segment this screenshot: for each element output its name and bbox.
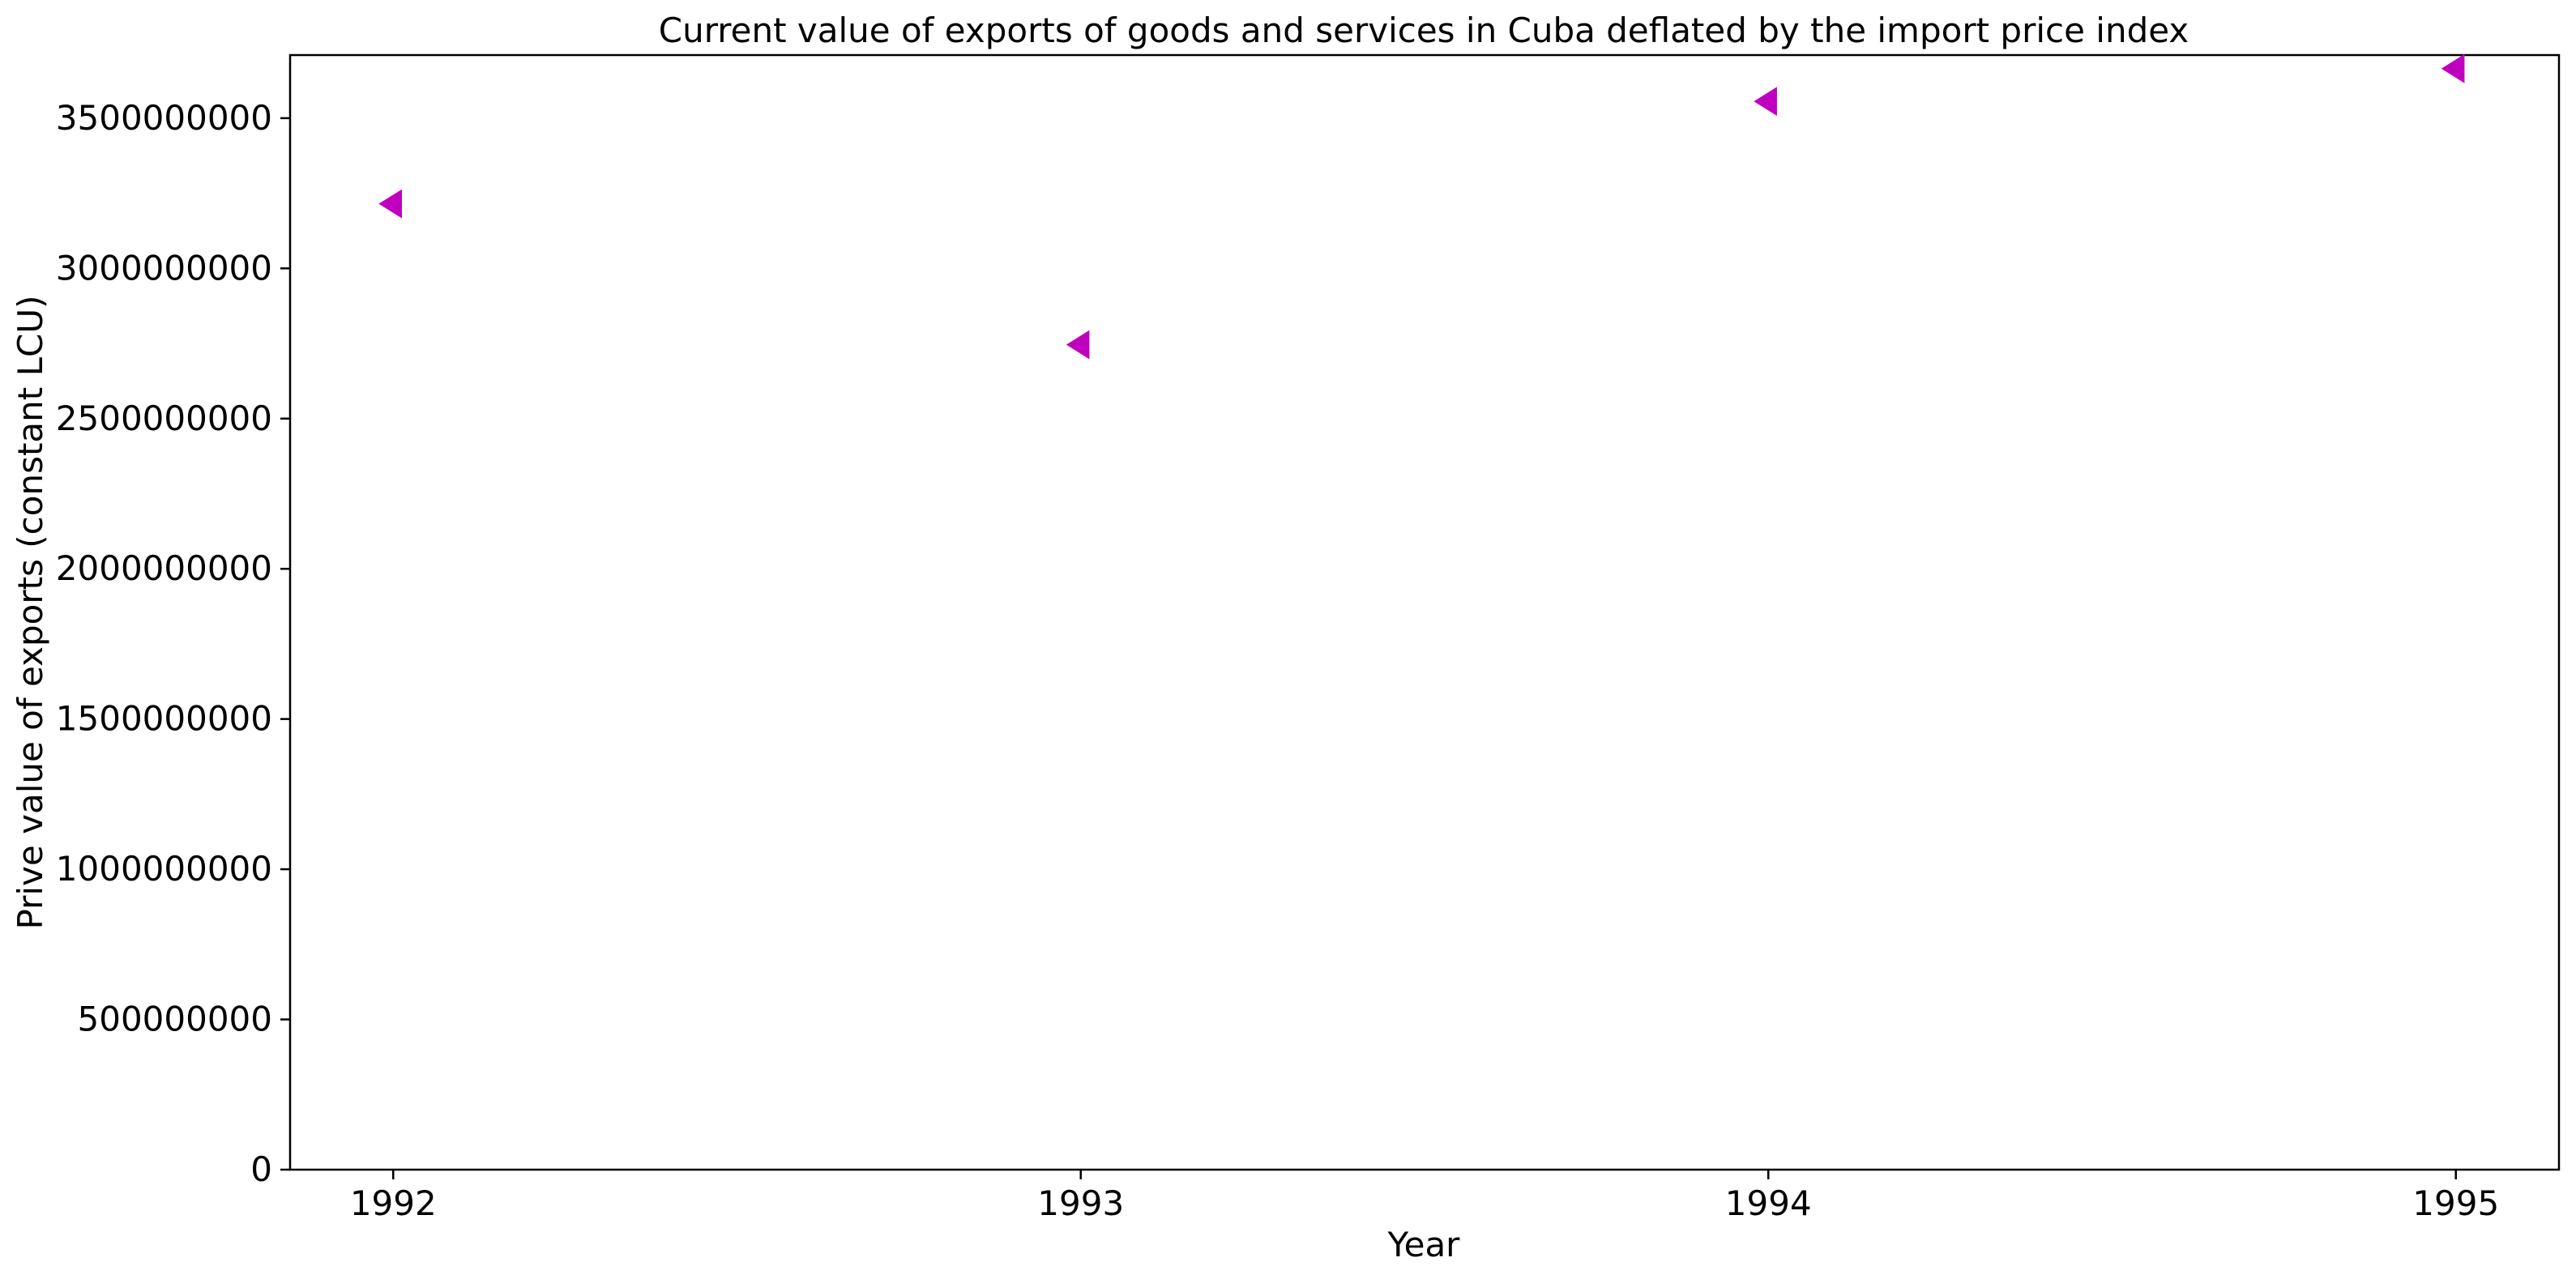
x-tick-label: 1992: [350, 1183, 437, 1223]
x-axis: 1992 1993 1994 1995: [350, 1170, 2499, 1223]
data-point: [1754, 87, 1777, 117]
y-tick-label: 1500000000: [56, 699, 272, 739]
y-tick-label: 0: [250, 1149, 272, 1189]
y-tick-label: 1000000000: [56, 849, 272, 889]
y-tick-label: 2500000000: [56, 399, 272, 438]
y-tick-label: 3500000000: [56, 98, 272, 138]
x-axis-label: Year: [1387, 1225, 1461, 1264]
data-series: [378, 53, 2465, 360]
y-tick-label: 500000000: [78, 1000, 273, 1039]
y-axis: 0 500000000 1000000000 1500000000 2000000000…: [56, 98, 290, 1189]
data-point: [2441, 53, 2465, 83]
data-point: [378, 189, 402, 219]
y-tick-label: 3000000000: [56, 248, 272, 288]
y-axis-label: Prive value of exports (constant LCU): [11, 296, 50, 930]
x-tick-label: 1994: [1725, 1183, 1812, 1223]
x-tick-label: 1993: [1037, 1183, 1124, 1223]
chart-title: Current value of exports of goods and se…: [659, 11, 2189, 50]
data-point: [1066, 330, 1090, 360]
plot-area: [288, 53, 2561, 1171]
x-tick-label: 1995: [2412, 1183, 2499, 1223]
y-tick-label: 2000000000: [56, 548, 272, 588]
